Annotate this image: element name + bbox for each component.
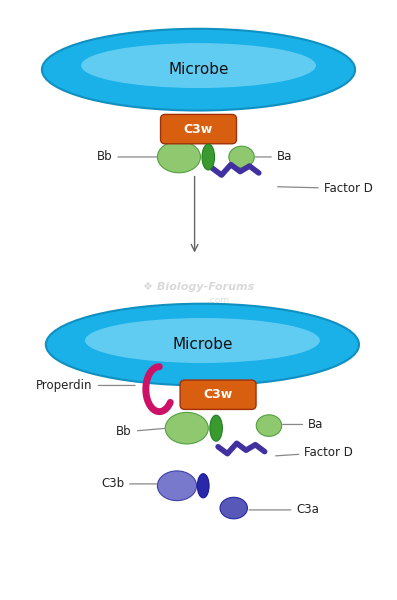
Ellipse shape — [46, 304, 359, 385]
Text: Properdin: Properdin — [36, 379, 135, 392]
Ellipse shape — [202, 144, 214, 170]
Text: Microbe: Microbe — [168, 62, 229, 77]
Ellipse shape — [210, 415, 222, 441]
Text: C3b: C3b — [101, 478, 156, 490]
Text: Ba: Ba — [283, 418, 324, 431]
Ellipse shape — [81, 43, 316, 88]
Ellipse shape — [165, 412, 208, 444]
FancyBboxPatch shape — [160, 115, 237, 144]
FancyBboxPatch shape — [180, 380, 256, 409]
Text: C3w: C3w — [184, 122, 213, 136]
Text: Bb: Bb — [116, 425, 164, 439]
Ellipse shape — [197, 473, 209, 498]
Ellipse shape — [42, 29, 355, 110]
Text: .com: .com — [207, 296, 229, 305]
Ellipse shape — [85, 318, 320, 363]
Text: Microbe: Microbe — [172, 337, 233, 352]
Text: ❖ Biology-Forums: ❖ Biology-Forums — [143, 282, 254, 292]
Text: Ba: Ba — [255, 151, 292, 163]
Text: C3w: C3w — [203, 388, 233, 401]
Text: Bb: Bb — [97, 151, 156, 163]
Ellipse shape — [157, 141, 200, 173]
Ellipse shape — [157, 471, 197, 500]
Ellipse shape — [229, 146, 254, 168]
Text: Factor D: Factor D — [276, 446, 353, 459]
Text: Factor D: Factor D — [278, 182, 373, 195]
Ellipse shape — [256, 415, 282, 436]
Ellipse shape — [220, 497, 247, 519]
Text: C3a: C3a — [249, 503, 319, 517]
